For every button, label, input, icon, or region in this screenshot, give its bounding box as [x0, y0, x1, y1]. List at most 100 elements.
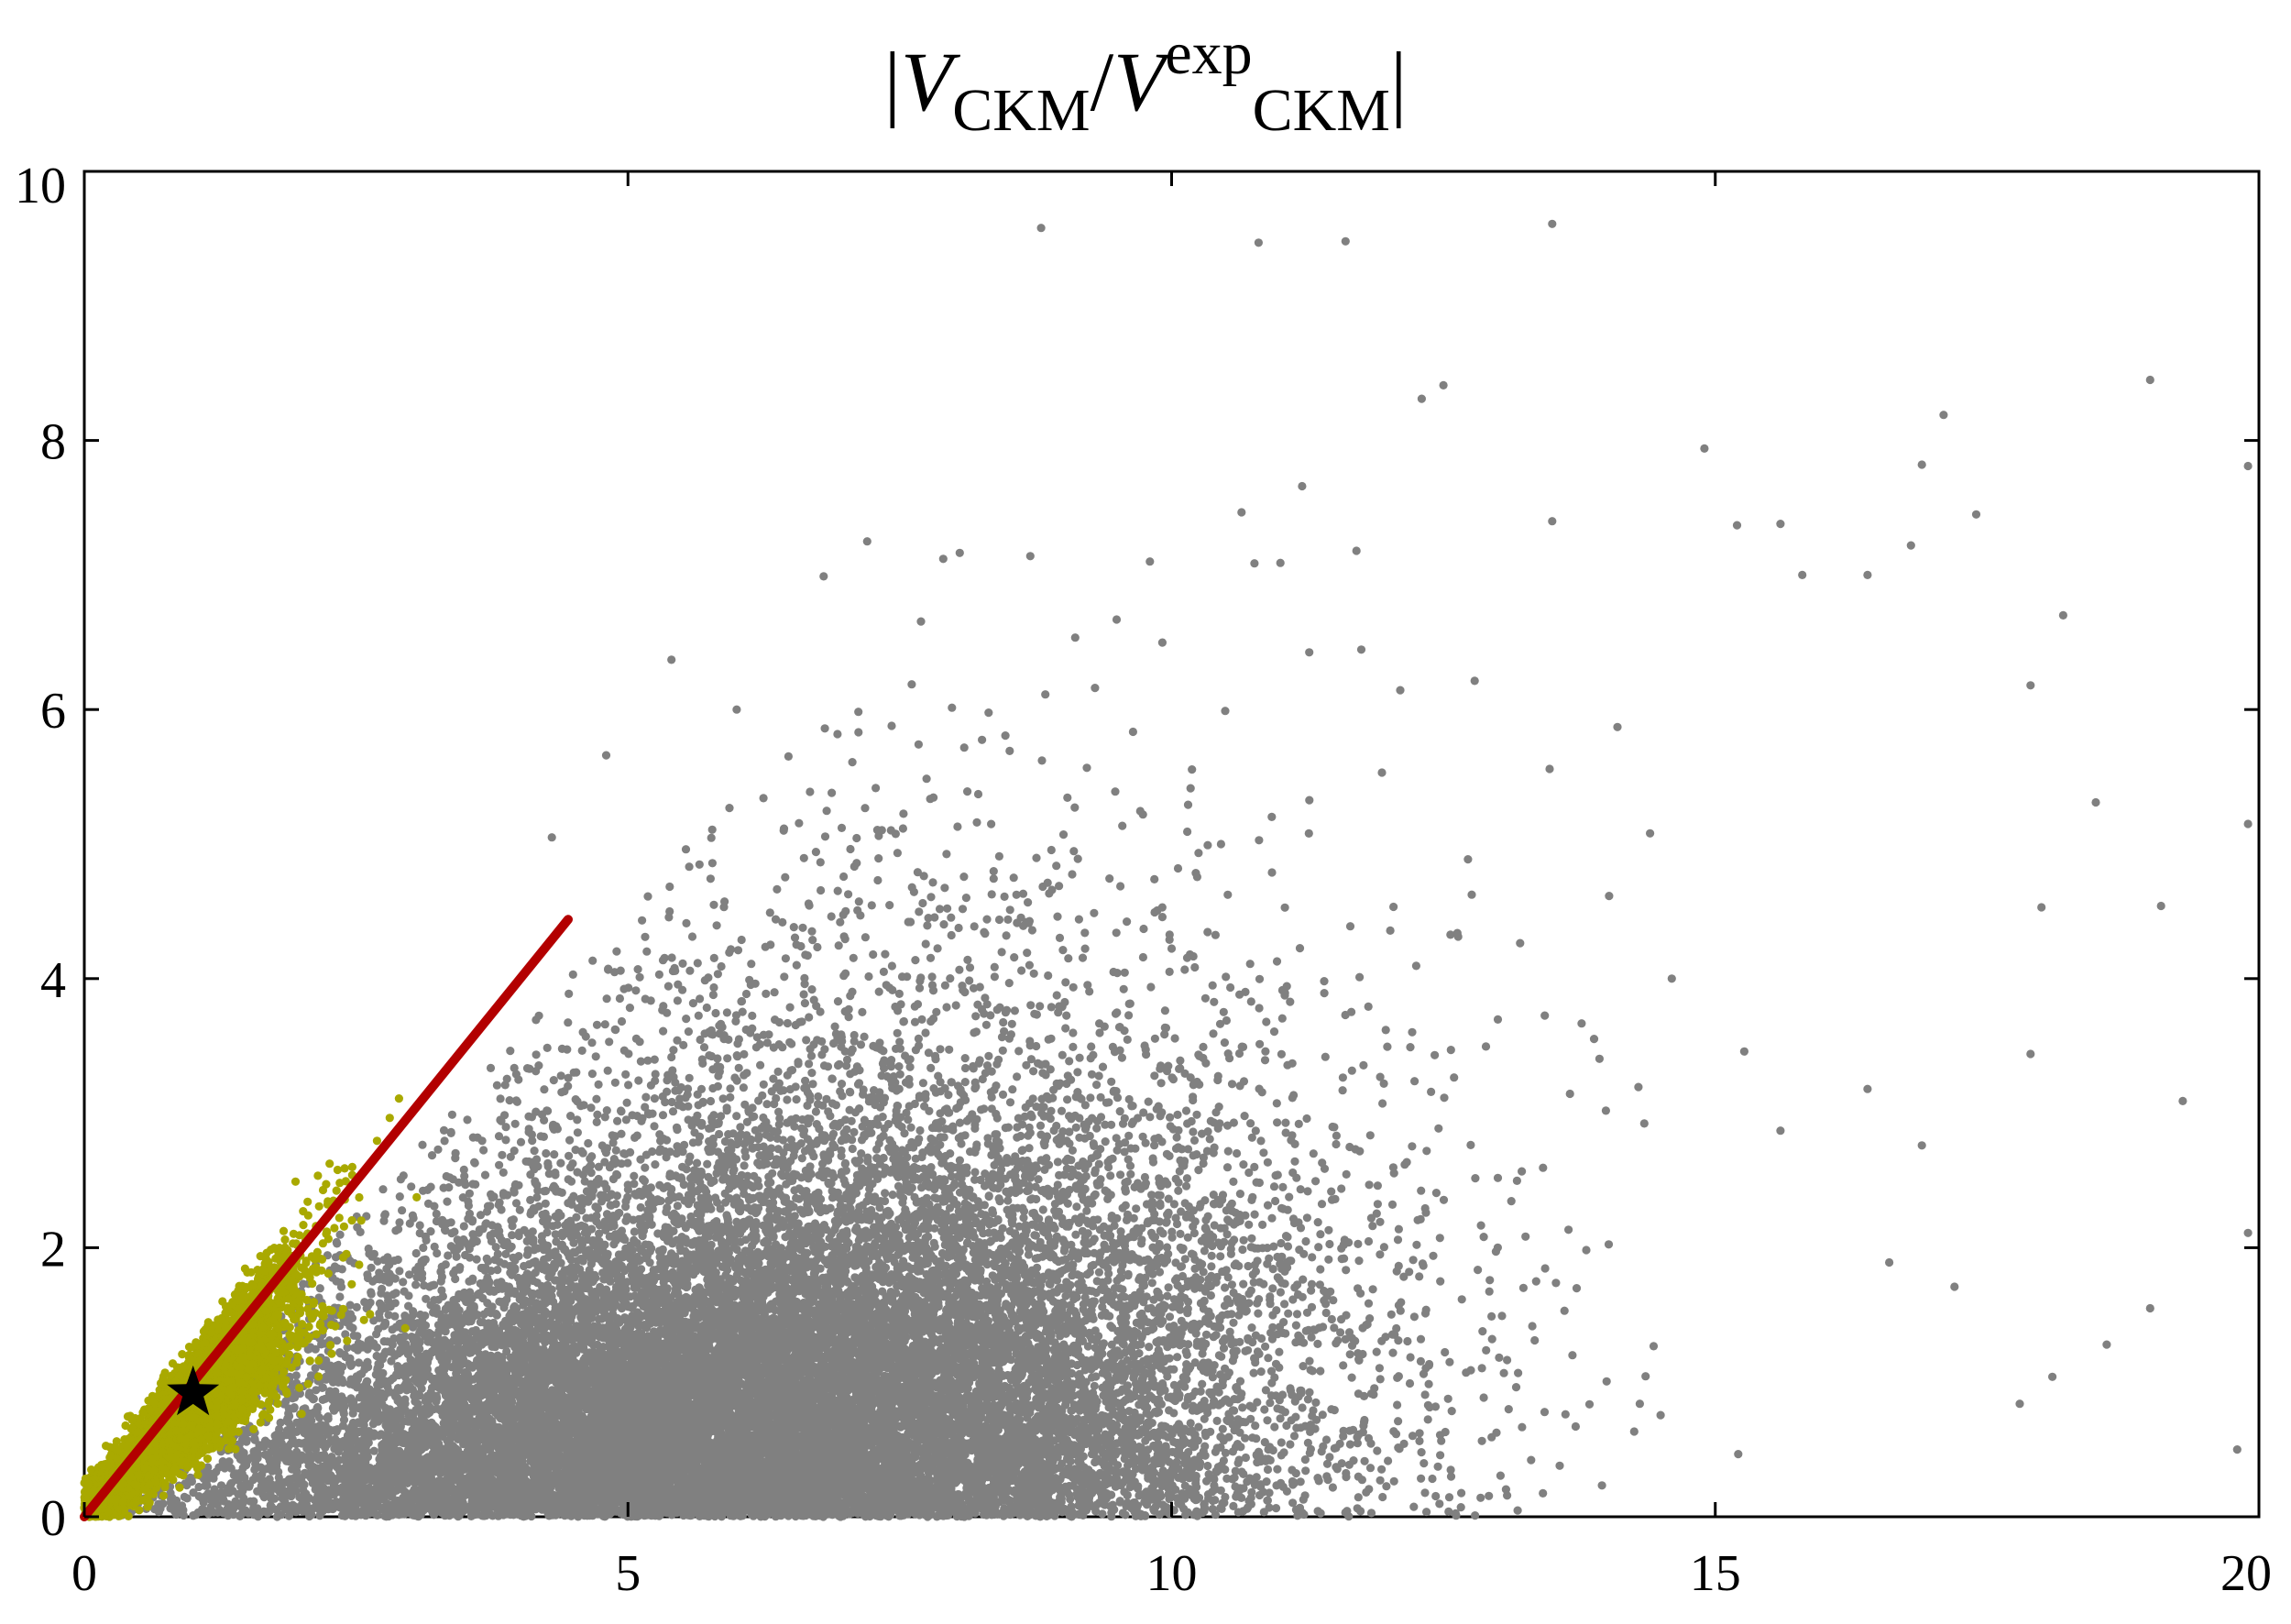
- grey-point: [1173, 1110, 1182, 1119]
- grey-point: [927, 972, 937, 982]
- title-v2-sub: CKM: [1253, 77, 1390, 144]
- grey-point: [1381, 1026, 1390, 1035]
- plot-area: [82, 170, 2261, 1519]
- grey-point: [1028, 1094, 1037, 1103]
- grey-point: [879, 967, 889, 976]
- grey-point: [1497, 1311, 1507, 1321]
- grey-point: [1256, 1136, 1266, 1146]
- grey-point: [526, 1195, 535, 1204]
- grey-point: [443, 1197, 452, 1206]
- grey-point: [1571, 1421, 1580, 1432]
- grey-point: [543, 1228, 552, 1237]
- grey-point: [850, 1127, 859, 1136]
- grey-point: [1208, 981, 1217, 990]
- grey-point: [1411, 961, 1420, 971]
- grey-point: [1106, 1171, 1115, 1180]
- grey-point: [611, 1146, 620, 1155]
- grey-point: [936, 1045, 945, 1054]
- grey-point: [1052, 991, 1061, 1000]
- grey-point: [1124, 1094, 1134, 1104]
- title-v2-sup: exp: [1165, 20, 1252, 87]
- grey-point: [998, 1046, 1007, 1055]
- grey-point: [1377, 1465, 1387, 1474]
- grey-point: [1240, 1112, 1249, 1121]
- grey-point: [651, 1160, 660, 1169]
- grey-point: [1278, 1182, 1288, 1191]
- grey-point: [1354, 1472, 1363, 1481]
- grey-point: [943, 904, 952, 913]
- grey-point: [770, 988, 779, 997]
- grey-point: [742, 1069, 751, 1078]
- grey-point: [1073, 1068, 1082, 1077]
- grey-point: [1229, 1118, 1238, 1127]
- grey-point: [586, 1103, 596, 1113]
- grey-point: [1493, 1015, 1503, 1024]
- grey-point: [1090, 1381, 1099, 1390]
- grey-point: [1120, 1147, 1129, 1157]
- grey-point: [405, 1219, 414, 1228]
- grey-point: [1261, 1342, 1270, 1351]
- grey-point: [623, 1192, 632, 1202]
- grey-point: [1165, 967, 1174, 976]
- grey-point: [1597, 1481, 1606, 1490]
- grey-point: [1409, 1256, 1418, 1265]
- grey-point: [592, 1094, 601, 1103]
- grey-point: [1487, 1311, 1496, 1321]
- title-v1-sub: CKM: [952, 77, 1090, 144]
- grey-point: [844, 890, 853, 899]
- grey-point: [1503, 1355, 1512, 1365]
- grey-point: [1083, 1342, 1092, 1351]
- grey-point: [1420, 1459, 1429, 1468]
- grey-point: [946, 974, 955, 983]
- grey-point: [1422, 1508, 1431, 1517]
- grey-point: [1422, 1147, 1431, 1156]
- grey-point: [1087, 1070, 1097, 1079]
- grey-point: [399, 1278, 408, 1287]
- grey-point: [665, 906, 674, 916]
- grey-point: [1150, 874, 1159, 884]
- grey-point: [477, 1136, 487, 1146]
- grey-point: [1284, 1309, 1293, 1318]
- grey-point: [708, 1083, 718, 1093]
- grey-point: [1373, 1446, 1382, 1455]
- grey-point: [726, 1084, 735, 1093]
- grey-point: [734, 1063, 743, 1072]
- grey-point: [1415, 1272, 1424, 1281]
- grey-point: [737, 997, 746, 1006]
- grey-point: [1378, 1492, 1387, 1502]
- grey-point: [631, 986, 641, 995]
- grey-point: [532, 1192, 542, 1202]
- grey-point: [942, 1003, 951, 1012]
- grey-point: [1476, 1493, 1485, 1502]
- grey-point: [673, 1202, 683, 1211]
- grey-point: [1409, 1502, 1419, 1511]
- grey-point: [756, 1060, 765, 1070]
- grey-point: [1364, 1002, 1373, 1011]
- grey-point: [343, 1343, 352, 1352]
- grey-point: [521, 1157, 531, 1166]
- grey-point: [982, 915, 992, 924]
- title-v1: V: [901, 35, 961, 128]
- grey-point: [1316, 1366, 1325, 1376]
- grey-point: [1124, 1011, 1134, 1020]
- grey-point: [1565, 1089, 1574, 1099]
- grey-point: [1057, 1106, 1067, 1115]
- grey-point: [1431, 1050, 1440, 1059]
- grey-point: [1389, 1476, 1398, 1486]
- grey-point: [1186, 784, 1195, 793]
- grey-point: [915, 1125, 925, 1136]
- grey-point: [1267, 868, 1277, 877]
- grey-point: [945, 1045, 954, 1054]
- grey-point: [1416, 1334, 1426, 1344]
- grey-point: [1393, 1400, 1402, 1410]
- grey-point: [595, 1229, 604, 1238]
- grey-point: [1377, 768, 1387, 777]
- grey-point: [1078, 953, 1088, 962]
- title-open-bar: |: [884, 35, 901, 128]
- title-close-bar: |: [1390, 35, 1407, 128]
- grey-point: [1269, 1027, 1279, 1037]
- grey-point: [682, 918, 691, 928]
- grey-point: [1070, 803, 1080, 812]
- grey-point: [1233, 1148, 1242, 1158]
- grey-point: [1485, 1491, 1494, 1500]
